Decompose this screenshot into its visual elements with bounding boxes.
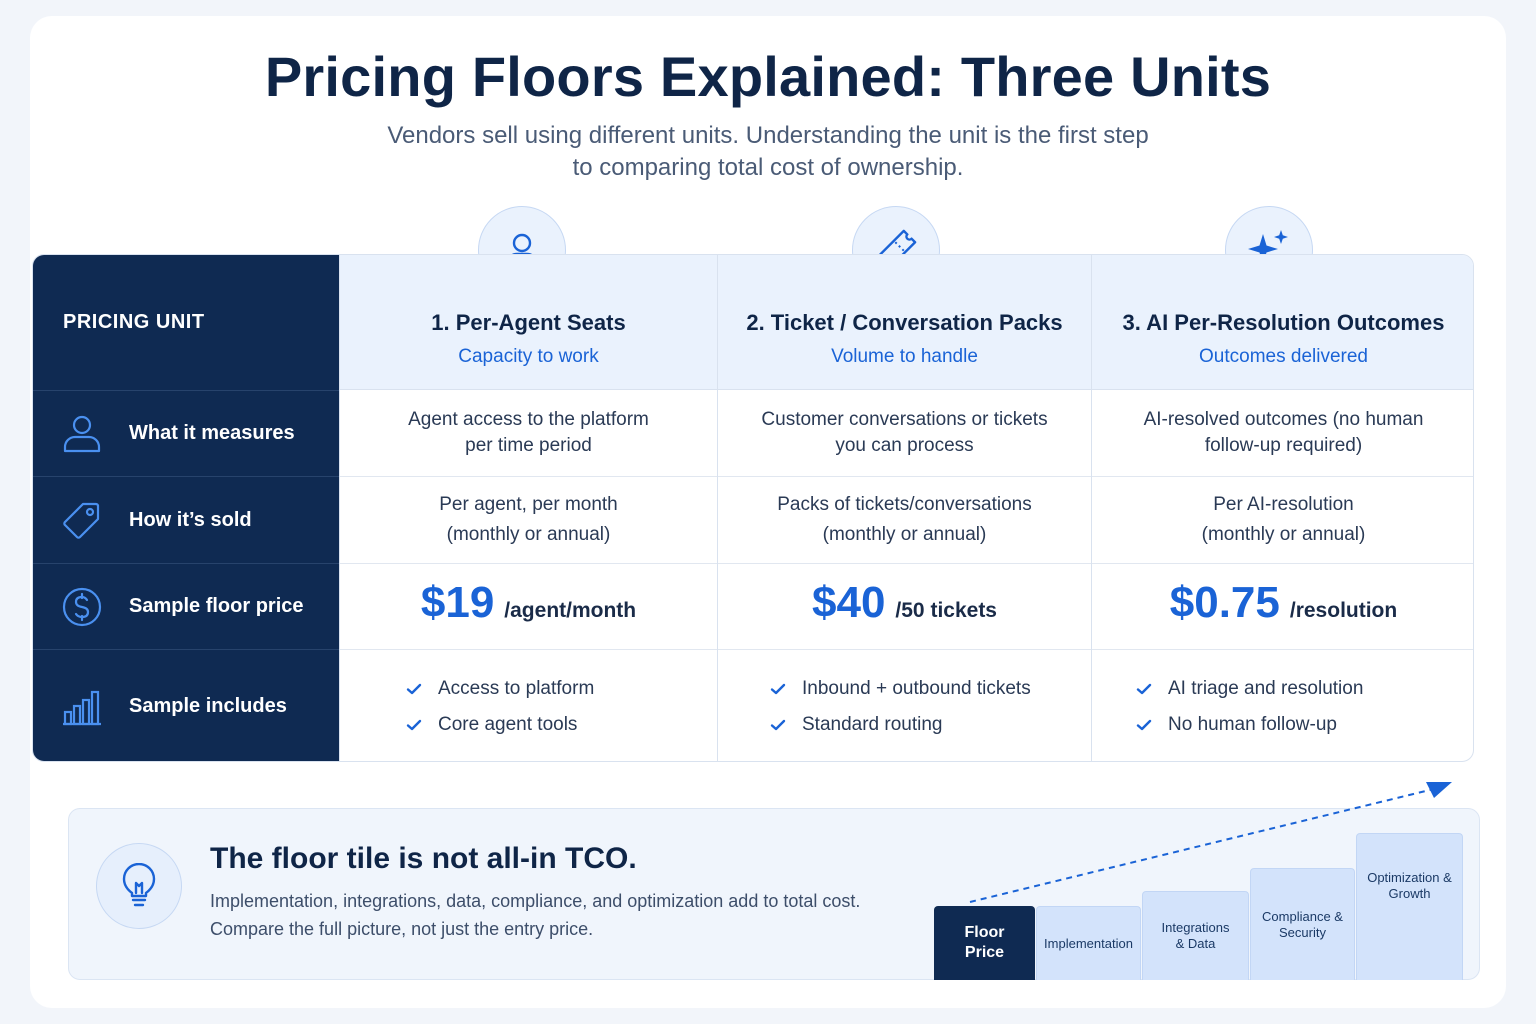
row-label-column: PRICING UNIT What it measures How it’s s… bbox=[33, 255, 339, 761]
callout-text-line-2: Compare the full picture, not just the e… bbox=[210, 919, 594, 939]
cell-includes: Inbound + outbound tickets Standard rout… bbox=[718, 649, 1091, 761]
row-label-includes: Sample includes bbox=[33, 649, 339, 761]
page-title: Pricing Floors Explained: Three Units bbox=[264, 45, 1272, 108]
price-unit: /50 tickets bbox=[895, 598, 997, 622]
include-text: No human follow-up bbox=[1168, 713, 1337, 735]
cell-sold: Per AI-resolution (monthly or annual) bbox=[1092, 476, 1473, 563]
price-value: $19 bbox=[420, 577, 495, 627]
cell-text: (monthly or annual) bbox=[822, 524, 987, 545]
step-label: & Data bbox=[1175, 936, 1216, 951]
cost-growth-arrow bbox=[969, 782, 1452, 903]
cell-price: $19 /agent/month bbox=[340, 563, 717, 649]
include-text: AI triage and resolution bbox=[1168, 677, 1364, 699]
step-label: Price bbox=[964, 944, 1005, 961]
include-item: Standard routing bbox=[770, 707, 943, 743]
include-text: Standard routing bbox=[802, 713, 943, 735]
column-header: 2. Ticket / Conversation Packs Volume to… bbox=[718, 255, 1091, 390]
include-item: AI triage and resolution bbox=[1136, 671, 1363, 707]
cell-includes: AI triage and resolution No human follow… bbox=[1092, 649, 1473, 761]
cell-price: $0.75 /resolution bbox=[1092, 563, 1473, 649]
column-subtitle: Capacity to work bbox=[458, 346, 599, 367]
subtitle-line-2: to comparing total cost of ownership. bbox=[572, 154, 964, 181]
step-label: Integrations bbox=[1161, 920, 1230, 935]
cell-includes: Access to platform Core agent tools bbox=[340, 649, 717, 761]
step-label: Security bbox=[1279, 924, 1326, 940]
step-label: Floor bbox=[964, 924, 1005, 941]
tag-icon bbox=[63, 502, 100, 539]
cell-price: $40 /50 tickets bbox=[718, 563, 1091, 649]
price-unit: /agent/month bbox=[504, 598, 637, 622]
step-label: Implementation bbox=[1044, 935, 1133, 951]
bar-chart-icon bbox=[63, 690, 101, 725]
include-item: Access to platform bbox=[406, 671, 594, 707]
page-subtitle: Vendors sell using different units. Unde… bbox=[0, 120, 1536, 184]
column-ticket-packs: 2. Ticket / Conversation Packs Volume to… bbox=[717, 255, 1091, 761]
lightbulb-icon bbox=[96, 843, 182, 929]
cell-text: (monthly or annual) bbox=[446, 524, 611, 545]
include-text: Inbound + outbound tickets bbox=[802, 677, 1031, 699]
include-item: Core agent tools bbox=[406, 707, 577, 743]
cell-text: per time period bbox=[465, 435, 592, 456]
price-value: $0.75 bbox=[1169, 577, 1280, 627]
cell-text: Per agent, per month bbox=[439, 494, 618, 515]
cell-measures: Customer conversations or tickets you ca… bbox=[718, 390, 1091, 476]
corner-label: PRICING UNIT bbox=[63, 311, 205, 333]
cell-measures: AI-resolved outcomes (no human follow-up… bbox=[1092, 390, 1473, 476]
column-title: 1. Per-Agent Seats bbox=[431, 310, 626, 335]
cell-text: you can process bbox=[835, 435, 974, 456]
cell-sold: Per agent, per month (monthly or annual) bbox=[340, 476, 717, 563]
row-label-text: Sample includes bbox=[129, 695, 287, 717]
cell-text: follow-up required) bbox=[1204, 435, 1363, 456]
callout-text: Implementation, integrations, data, comp… bbox=[210, 887, 860, 943]
step-implementation: Implementation bbox=[1036, 906, 1141, 980]
cell-sold: Packs of tickets/conversations (monthly … bbox=[718, 476, 1091, 563]
column-title: 3. AI Per-Resolution Outcomes bbox=[1122, 310, 1445, 335]
step-optimization-growth: Optimization & Growth bbox=[1356, 833, 1463, 980]
step-label: Compliance & bbox=[1262, 908, 1343, 924]
dollar-icon bbox=[62, 587, 102, 626]
check-icon bbox=[770, 683, 786, 694]
pricing-table: PRICING UNIT What it measures How it’s s… bbox=[32, 254, 1474, 762]
cell-text: Agent access to the platform bbox=[408, 409, 649, 430]
cell-measures: Agent access to the platform per time pe… bbox=[340, 390, 717, 476]
include-text: Core agent tools bbox=[438, 713, 578, 735]
row-label-text: How it’s sold bbox=[129, 508, 252, 531]
column-header: 3. AI Per-Resolution Outcomes Outcomes d… bbox=[1092, 255, 1473, 390]
row-label-price: Sample floor price bbox=[33, 563, 339, 649]
step-compliance-security: Compliance & Security bbox=[1250, 868, 1355, 980]
row-label-text: Sample floor price bbox=[129, 595, 304, 617]
step-floor-price: Floor Price bbox=[934, 906, 1035, 980]
cell-text: (monthly or annual) bbox=[1201, 524, 1366, 545]
check-icon bbox=[406, 719, 422, 730]
include-item: No human follow-up bbox=[1136, 707, 1337, 743]
price-unit: /resolution bbox=[1289, 598, 1398, 622]
cell-text: Customer conversations or tickets bbox=[761, 409, 1048, 430]
check-icon bbox=[1136, 683, 1152, 694]
column-title: 2. Ticket / Conversation Packs bbox=[746, 310, 1063, 335]
person-icon bbox=[63, 415, 101, 452]
column-subtitle: Volume to handle bbox=[831, 346, 978, 367]
callout-text-line-1: Implementation, integrations, data, comp… bbox=[210, 891, 861, 911]
row-label-text: What it measures bbox=[129, 422, 295, 444]
include-item: Inbound + outbound tickets bbox=[770, 671, 1031, 707]
column-ai-resolution: 3. AI Per-Resolution Outcomes Outcomes d… bbox=[1091, 255, 1473, 761]
cell-text: AI-resolved outcomes (no human bbox=[1143, 409, 1424, 430]
check-icon bbox=[1136, 719, 1152, 730]
subtitle-line-1: Vendors sell using different units. Unde… bbox=[387, 122, 1149, 149]
include-text: Access to platform bbox=[438, 677, 595, 699]
column-header: 1. Per-Agent Seats Capacity to work bbox=[340, 255, 717, 390]
price-value: $40 bbox=[812, 577, 886, 627]
column-per-agent-seats: 1. Per-Agent Seats Capacity to work Agen… bbox=[339, 255, 717, 761]
column-subtitle: Outcomes delivered bbox=[1199, 346, 1368, 367]
cell-text: Packs of tickets/conversations bbox=[777, 494, 1032, 515]
check-icon bbox=[770, 719, 786, 730]
row-label-sold: How it’s sold bbox=[33, 476, 339, 563]
row-label-measures: What it measures bbox=[33, 390, 339, 476]
cell-text: Per AI-resolution bbox=[1213, 494, 1354, 515]
check-icon bbox=[406, 683, 422, 694]
step-label: Growth bbox=[1388, 886, 1431, 901]
step-integrations-data: Integrations & Data bbox=[1142, 891, 1249, 980]
step-label: Optimization & bbox=[1367, 870, 1452, 885]
callout-title: The floor tile is not all-in TCO. bbox=[210, 842, 637, 875]
